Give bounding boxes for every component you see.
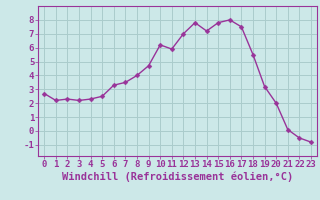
X-axis label: Windchill (Refroidissement éolien,°C): Windchill (Refroidissement éolien,°C) bbox=[62, 172, 293, 182]
